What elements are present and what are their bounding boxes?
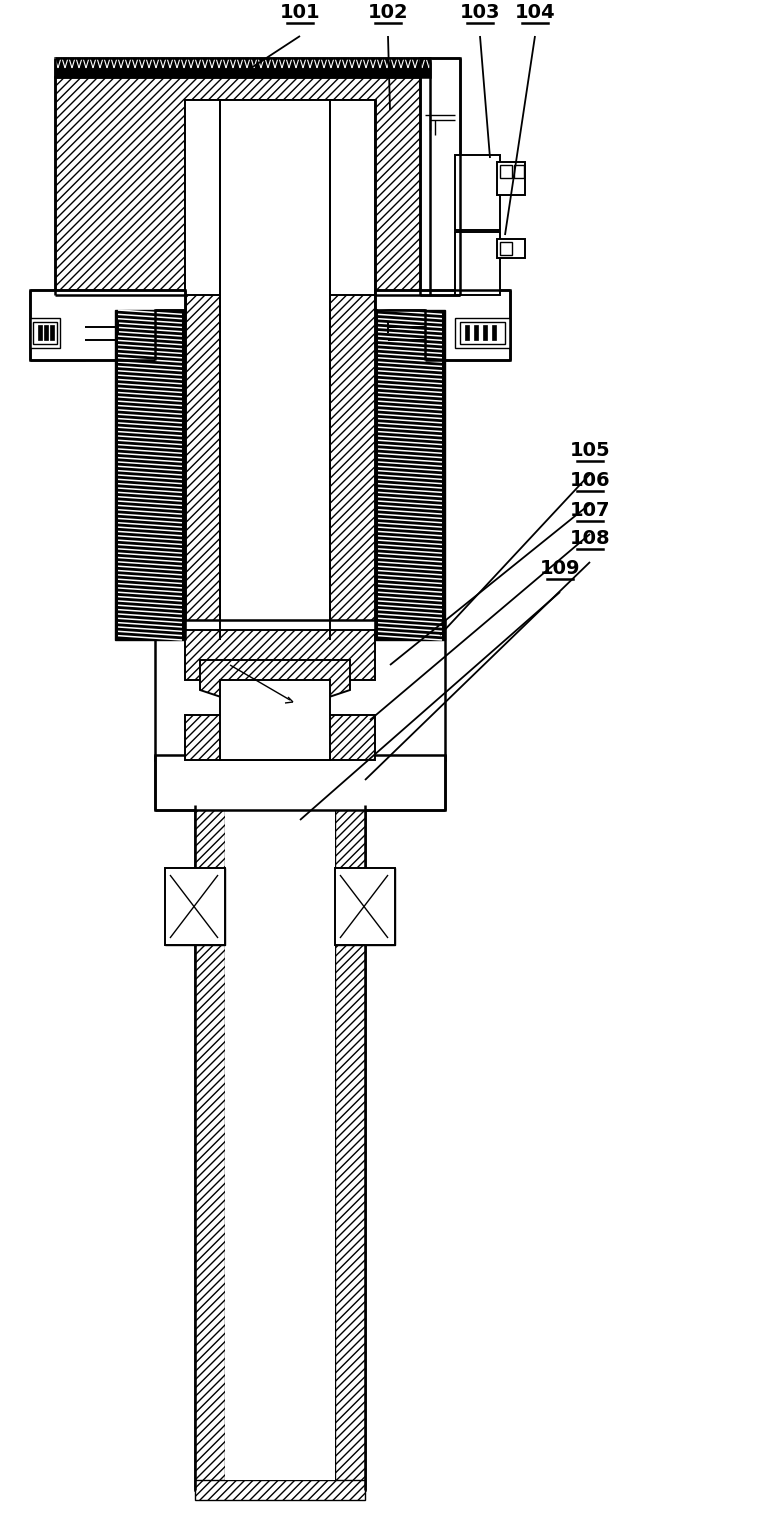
Text: 108: 108 <box>570 528 611 548</box>
Bar <box>455 154 500 230</box>
Polygon shape <box>330 755 445 810</box>
Polygon shape <box>55 77 430 295</box>
Bar <box>33 322 57 344</box>
Bar <box>165 868 225 945</box>
Bar <box>195 1481 365 1500</box>
Polygon shape <box>455 310 510 360</box>
Bar <box>220 100 330 640</box>
Bar <box>185 100 375 295</box>
Text: 105: 105 <box>570 441 611 460</box>
Polygon shape <box>445 291 510 310</box>
Bar <box>220 680 330 760</box>
Polygon shape <box>195 805 225 1485</box>
Text: 109: 109 <box>540 559 581 578</box>
Bar <box>465 326 469 341</box>
Polygon shape <box>165 868 225 945</box>
Polygon shape <box>30 291 185 360</box>
Bar <box>155 621 445 760</box>
Polygon shape <box>335 805 365 1485</box>
Polygon shape <box>335 868 395 945</box>
Bar <box>497 162 525 195</box>
Bar <box>420 58 460 295</box>
Text: 103: 103 <box>460 3 501 23</box>
Bar <box>38 326 42 341</box>
Bar <box>155 755 445 810</box>
Text: 102: 102 <box>368 3 408 23</box>
Bar <box>474 326 478 341</box>
Bar <box>483 326 487 341</box>
Bar <box>185 630 375 680</box>
Bar <box>30 318 60 348</box>
Bar <box>455 232 500 295</box>
Bar <box>115 310 185 640</box>
Text: 106: 106 <box>570 471 611 491</box>
Bar <box>50 326 54 341</box>
Bar <box>185 715 375 760</box>
Text: 107: 107 <box>570 501 611 519</box>
Bar <box>514 165 524 179</box>
Bar <box>44 326 48 341</box>
Bar <box>225 805 335 1481</box>
Bar <box>185 100 375 640</box>
Bar <box>195 805 365 1490</box>
Bar <box>375 310 445 640</box>
Bar <box>500 165 512 179</box>
Polygon shape <box>30 291 115 310</box>
Bar <box>55 58 430 77</box>
Bar <box>335 868 395 945</box>
Bar <box>497 239 525 257</box>
Polygon shape <box>375 291 510 360</box>
Bar <box>460 322 505 344</box>
Text: 104: 104 <box>514 3 555 23</box>
Polygon shape <box>30 310 85 360</box>
Text: 101: 101 <box>280 3 321 23</box>
Bar <box>500 242 512 254</box>
Polygon shape <box>155 755 220 810</box>
Bar <box>455 318 510 348</box>
Polygon shape <box>200 660 350 715</box>
Bar <box>492 326 496 341</box>
